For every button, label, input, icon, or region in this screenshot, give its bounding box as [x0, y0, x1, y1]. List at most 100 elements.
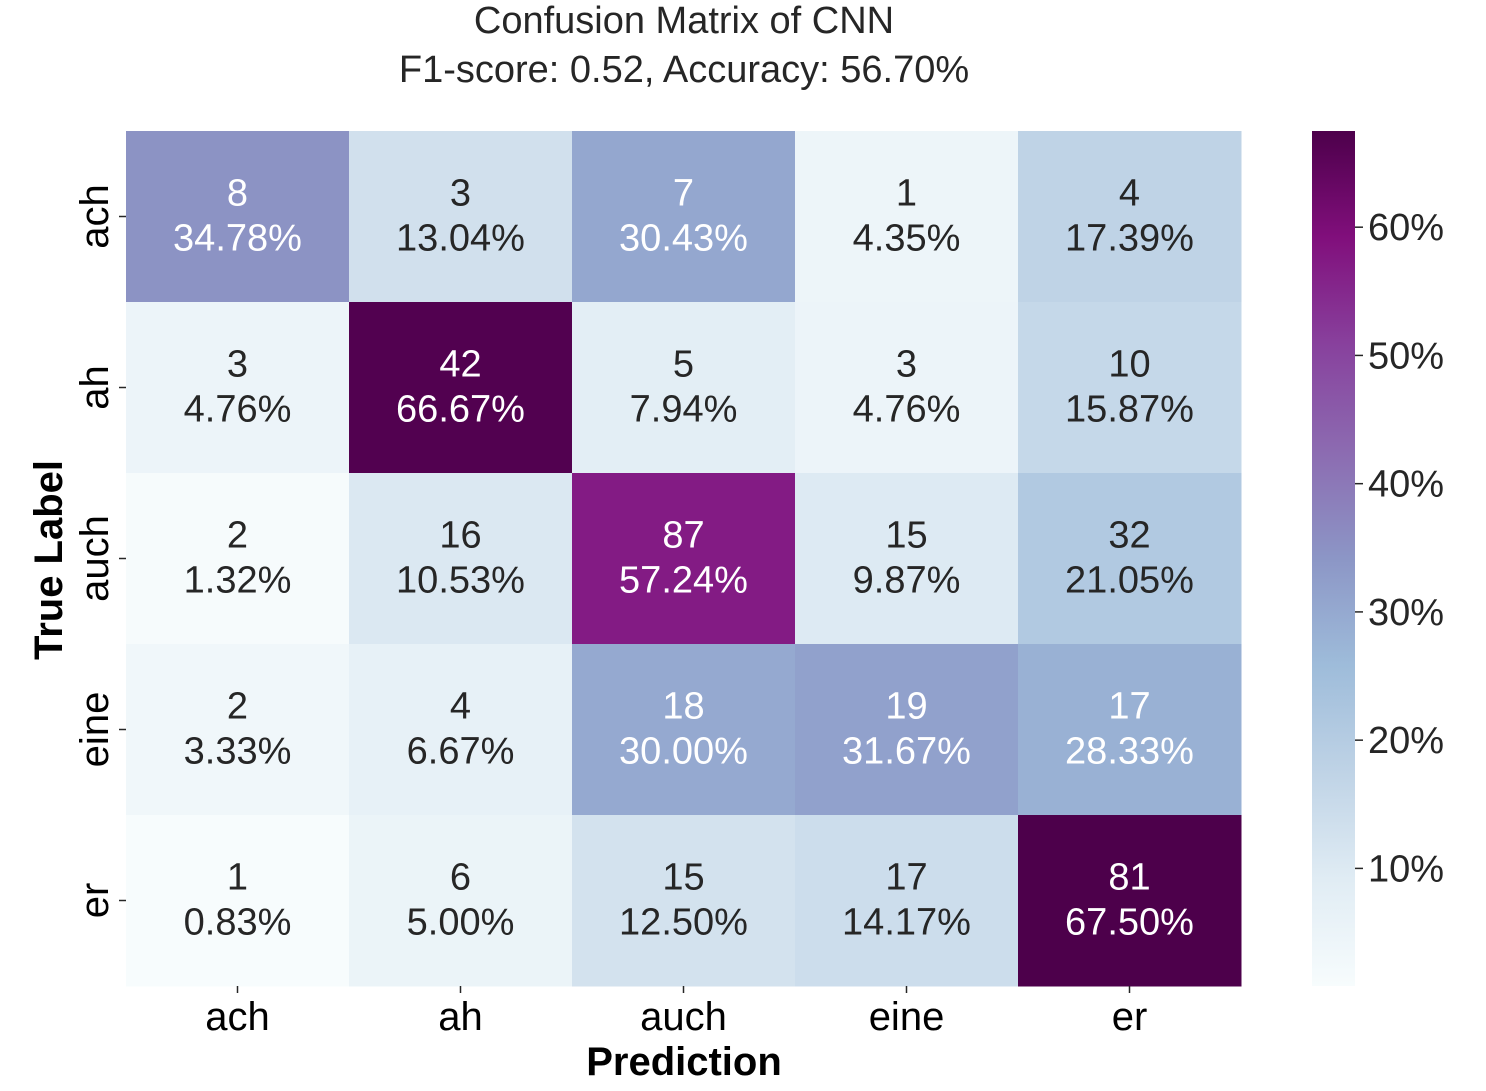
chart-title-line1: Confusion Matrix of CNN — [474, 0, 894, 42]
cell-count-label: 2 — [227, 686, 248, 728]
heatmap-cell — [795, 644, 1019, 816]
cell-percent-label: 57.24% — [619, 560, 748, 602]
cell-percent-label: 3.33% — [184, 731, 292, 773]
heatmap-cell — [572, 131, 796, 303]
heatmap-cell — [1018, 815, 1242, 987]
cell-percent-label: 0.83% — [184, 902, 292, 944]
heatmap-cell — [795, 302, 1019, 474]
cell-count-label: 5 — [673, 344, 694, 386]
cell-count-label: 32 — [1108, 515, 1150, 557]
cell-count-label: 3 — [227, 344, 248, 386]
heatmap-cell — [572, 473, 796, 645]
cell-percent-label: 7.94% — [630, 389, 738, 431]
cell-count-label: 81 — [1108, 857, 1150, 899]
cell-count-label: 15 — [662, 857, 704, 899]
cell-percent-label: 30.00% — [619, 731, 748, 773]
x-tick-label: ah — [438, 995, 483, 1039]
x-tick-labels: ach ah auch eine er — [205, 986, 1147, 1039]
heatmap-cell — [795, 815, 1019, 987]
cell-percent-label: 5.00% — [407, 902, 515, 944]
cell-percent-label: 12.50% — [619, 902, 748, 944]
cell-percent-label: 34.78% — [173, 218, 302, 260]
cell-percent-label: 6.67% — [407, 731, 515, 773]
x-tick-label: eine — [869, 995, 945, 1039]
heatmap-cells: 834.78%313.04%730.43%14.35%417.39%34.76%… — [126, 131, 1242, 987]
heatmap-cell — [572, 644, 796, 816]
cell-count-label: 10 — [1108, 344, 1150, 386]
cell-count-label: 17 — [1108, 686, 1150, 728]
cell-count-label: 42 — [439, 344, 481, 386]
heatmap-cell — [572, 302, 796, 474]
cell-count-label: 1 — [227, 857, 248, 899]
cell-percent-label: 13.04% — [396, 218, 525, 260]
cell-percent-label: 9.87% — [853, 560, 961, 602]
cell-count-label: 7 — [673, 173, 694, 215]
chart-title-line2: F1-score: 0.52, Accuracy: 56.70% — [399, 49, 969, 91]
heatmap-cell — [349, 815, 573, 987]
cell-percent-label: 4.76% — [184, 389, 292, 431]
cell-count-label: 87 — [662, 515, 704, 557]
y-tick-labels: ach ah auch eine er — [73, 184, 126, 918]
colorbar-tick-label: 10% — [1368, 848, 1444, 890]
cell-count-label: 18 — [662, 686, 704, 728]
cell-percent-label: 15.87% — [1065, 389, 1194, 431]
heatmap-cell — [349, 644, 573, 816]
cell-percent-label: 66.67% — [396, 389, 525, 431]
cell-percent-label: 4.35% — [853, 218, 961, 260]
y-tick-label: ach — [73, 184, 117, 249]
cell-count-label: 4 — [450, 686, 471, 728]
cell-count-label: 2 — [227, 515, 248, 557]
cell-percent-label: 28.33% — [1065, 731, 1194, 773]
colorbar-tick-label: 30% — [1368, 592, 1444, 634]
cell-percent-label: 14.17% — [842, 902, 971, 944]
heatmap-cell — [795, 473, 1019, 645]
cell-percent-label: 31.67% — [842, 731, 971, 773]
cell-count-label: 8 — [227, 173, 248, 215]
x-tick-label: ach — [205, 995, 270, 1039]
heatmap-cell — [126, 644, 350, 816]
cell-percent-label: 4.76% — [853, 389, 961, 431]
colorbar-tick-label: 60% — [1368, 207, 1444, 249]
y-tick-label: eine — [73, 692, 117, 768]
colorbar-tick-label: 20% — [1368, 720, 1444, 762]
cell-percent-label: 17.39% — [1065, 218, 1194, 260]
x-tick-label: auch — [640, 995, 727, 1039]
cell-count-label: 6 — [450, 857, 471, 899]
colorbar-tick-label: 50% — [1368, 335, 1444, 377]
x-axis-label: Prediction — [586, 1040, 782, 1084]
cell-count-label: 15 — [885, 515, 927, 557]
cell-percent-label: 10.53% — [396, 560, 525, 602]
heatmap-cell — [126, 815, 350, 987]
colorbar-tick-label: 40% — [1368, 464, 1444, 506]
cell-count-label: 1 — [896, 173, 917, 215]
cell-count-label: 16 — [439, 515, 481, 557]
cell-count-label: 4 — [1119, 173, 1140, 215]
y-tick-label: ah — [73, 365, 117, 410]
cell-percent-label: 67.50% — [1065, 902, 1194, 944]
cell-count-label: 19 — [885, 686, 927, 728]
heatmap-cell — [572, 815, 796, 987]
y-tick-label: auch — [73, 515, 117, 602]
heatmap-cell — [1018, 131, 1242, 303]
cell-percent-label: 1.32% — [184, 560, 292, 602]
heatmap-cell — [349, 131, 573, 303]
heatmap-cell — [349, 302, 573, 474]
heatmap-cell — [126, 473, 350, 645]
cell-count-label: 17 — [885, 857, 927, 899]
heatmap-cell — [126, 302, 350, 474]
heatmap-cell — [1018, 473, 1242, 645]
x-tick-label: er — [1112, 995, 1148, 1039]
cell-percent-label: 30.43% — [619, 218, 748, 260]
heatmap-cell — [349, 473, 573, 645]
colorbar: 10% 20% 30% 40% 50% 60% — [1312, 131, 1444, 986]
heatmap-cell — [795, 131, 1019, 303]
y-tick-label: er — [73, 883, 117, 919]
cell-count-label: 3 — [896, 344, 917, 386]
y-axis-label: True Label — [27, 460, 71, 660]
cell-percent-label: 21.05% — [1065, 560, 1194, 602]
heatmap-cell — [1018, 644, 1242, 816]
colorbar-gradient — [1312, 131, 1355, 986]
cell-count-label: 3 — [450, 173, 471, 215]
heatmap-cell — [126, 131, 350, 303]
